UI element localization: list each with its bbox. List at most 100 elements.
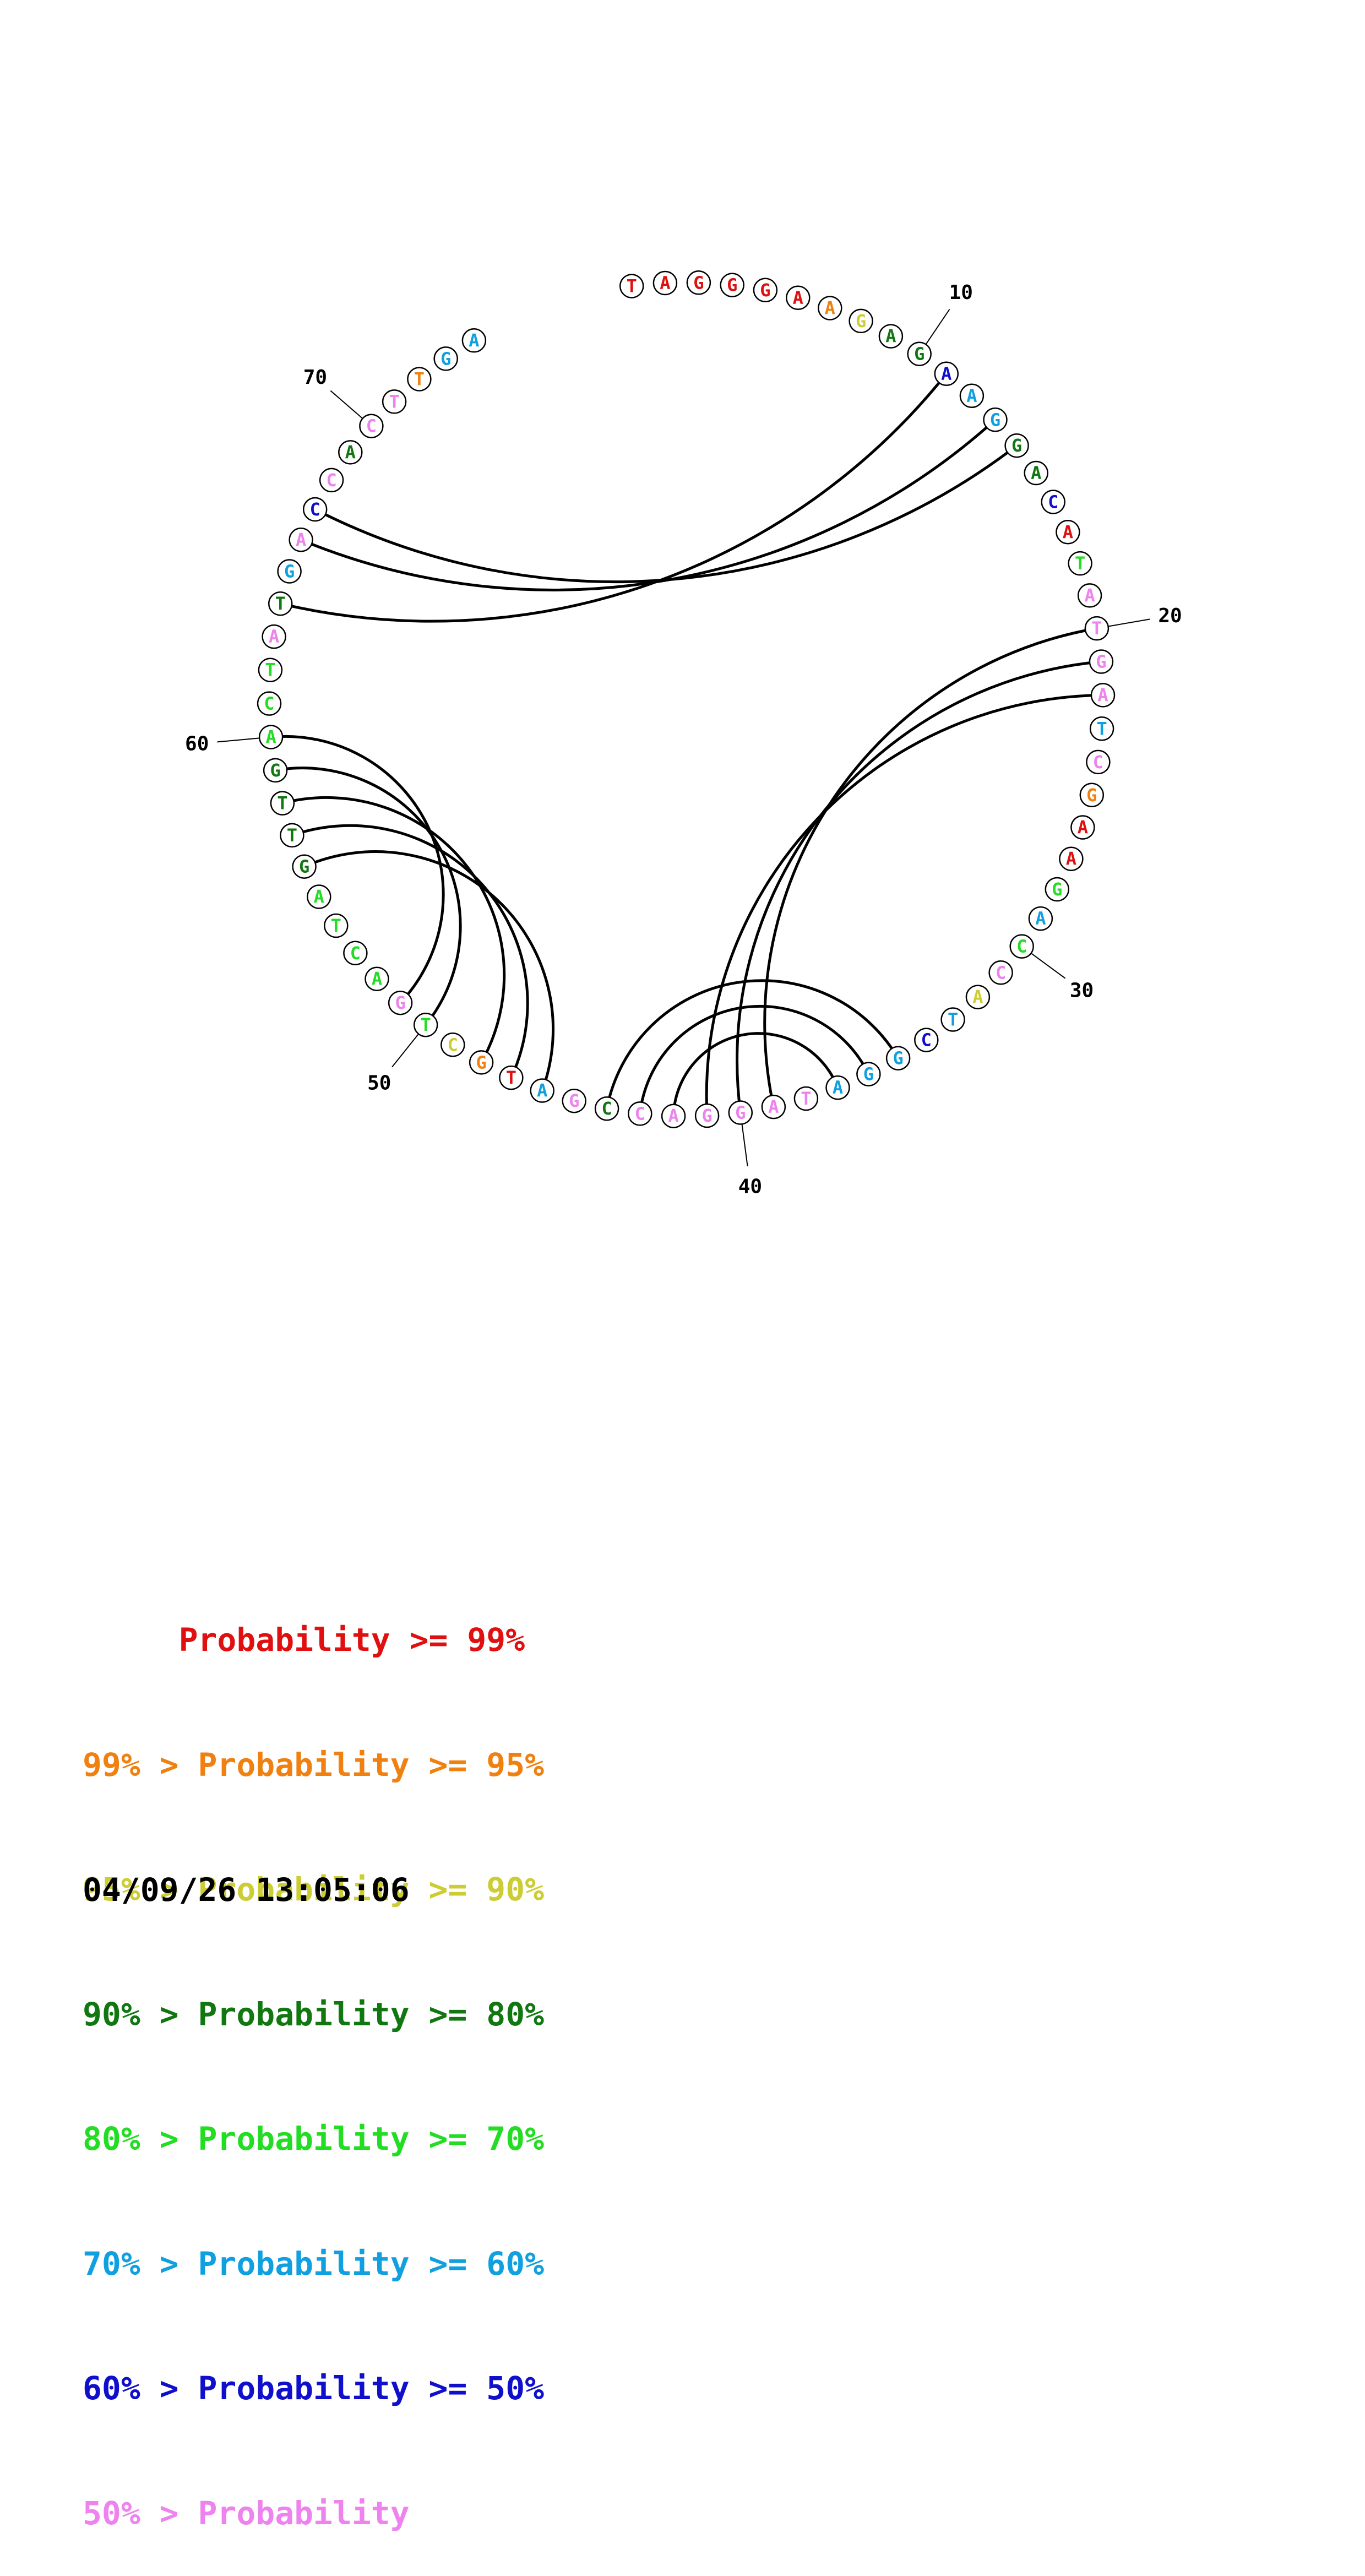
nucleotide-letter: T	[389, 391, 399, 412]
nucleotide-circle	[878, 324, 904, 349]
tick-line	[217, 737, 260, 743]
nucleotide-letter: T	[948, 1009, 958, 1030]
nucleotide-circle	[258, 657, 283, 682]
nucleotide-letter: A	[1035, 908, 1046, 929]
base-pair-arc	[638, 1004, 870, 1114]
nucleotide-letter: T	[506, 1067, 516, 1088]
nucleotide-circle	[686, 270, 711, 295]
nucleotide-letter: A	[269, 626, 279, 647]
nucleotide: A	[786, 285, 811, 311]
nucleotide-circle	[628, 1101, 652, 1126]
nucleotide-letter: A	[1084, 585, 1095, 606]
nucleotide-circle	[257, 691, 282, 716]
nucleotide: G	[885, 1046, 911, 1070]
nucleotide-letter: A	[885, 326, 896, 347]
nucleotide-circle	[1045, 877, 1070, 902]
nucleotide-circle	[1089, 716, 1114, 741]
tick-label: 20	[1158, 605, 1182, 627]
nucleotide-letter: A	[768, 1096, 779, 1117]
nucleotide-letter: G	[284, 561, 295, 582]
tick-label: 50	[367, 1072, 391, 1095]
nucleotide: T	[324, 913, 349, 938]
nucleotide: C	[257, 691, 282, 716]
nucleotide: G	[983, 407, 1008, 432]
tick-line	[1031, 953, 1066, 979]
base-pair-arc	[270, 735, 445, 1004]
nucleotide-ring: T A G G G A AGAGAAGGACATATGATCGAAGACCATCGGATAG…	[257, 270, 1116, 1128]
nucleotide-letter: A	[1078, 817, 1088, 838]
nucleotide-circle	[965, 985, 991, 1009]
nucleotide-letter: C	[350, 943, 361, 964]
nucleotide-letter: A	[668, 1106, 678, 1127]
tick-label: 40	[738, 1175, 762, 1198]
nucleotide-circle	[1004, 433, 1029, 458]
base-pair-arc	[282, 796, 506, 1063]
nucleotide: G	[1079, 782, 1105, 808]
nucleotide-letter: C	[310, 499, 320, 520]
nucleotide-circle	[413, 1012, 438, 1037]
nucleotide-circle	[988, 960, 1013, 985]
nucleotide: A	[258, 725, 284, 749]
nucleotide: T	[407, 367, 432, 392]
nucleotide: T	[793, 1086, 819, 1111]
nucleotide: T	[280, 823, 304, 848]
nucleotide-circle	[319, 468, 344, 493]
nucleotide-circle	[359, 414, 384, 438]
nucleotide-letter: A	[941, 363, 951, 384]
nucleotide: A	[1059, 846, 1084, 871]
nucleotide-letter: A	[972, 987, 983, 1008]
nucleotide-circle	[753, 278, 778, 303]
nucleotide-letter: C	[996, 962, 1006, 983]
nucleotide-letter: T	[265, 660, 275, 681]
nucleotide-letter: G	[701, 1105, 712, 1126]
nucleotide: A	[825, 1075, 850, 1100]
nucleotide-circle	[934, 361, 959, 387]
nucleotide-letter: G	[270, 760, 280, 781]
probability-legend: Probability >= 99% 99% > Probability >= …	[83, 1536, 544, 2576]
nucleotide-letter: G	[1011, 435, 1022, 456]
nucleotide-letter: G	[1086, 785, 1097, 806]
nucleotide-letter: T	[421, 1014, 431, 1035]
nucleotide-letter: A	[1063, 521, 1073, 542]
tick-label: 10	[949, 281, 973, 304]
nucleotide: A	[307, 884, 331, 909]
tick-line	[391, 1033, 419, 1068]
base-pair-arc	[275, 767, 462, 1026]
nucleotide-letter: A	[1031, 463, 1041, 483]
nucleotide-letter: G	[395, 992, 405, 1013]
nucleotide-circle	[825, 1075, 850, 1100]
nucleotide: G	[907, 341, 932, 366]
nucleotide: T	[382, 389, 407, 414]
nucleotide-circle	[277, 559, 302, 584]
nucleotide-letter: T	[1091, 618, 1102, 639]
nucleotide: A	[1070, 815, 1095, 840]
nucleotide-circle	[818, 296, 842, 320]
timestamp: 04/09/26 13:05:06	[83, 1871, 410, 1909]
nucleotide: G	[849, 308, 873, 334]
nucleotide-letter: A	[1066, 849, 1076, 869]
nucleotide-letter: G	[914, 344, 924, 365]
nucleotide-circle	[1084, 616, 1110, 641]
nucleotide-letter: T	[414, 369, 425, 390]
nucleotide-letter: A	[296, 529, 306, 550]
nucleotide: G	[263, 758, 288, 783]
nucleotide: C	[914, 1028, 939, 1052]
nucleotide-letter: G	[299, 856, 309, 877]
nucleotide-circle	[1028, 906, 1053, 931]
nucleotide: G	[720, 273, 744, 297]
nucleotide-circle	[258, 725, 284, 749]
nucleotide: G	[388, 990, 413, 1015]
nucleotide: T	[270, 791, 295, 816]
nucleotide: C	[594, 1096, 619, 1121]
nucleotide: C	[441, 1032, 465, 1057]
nucleotide-circle	[407, 367, 432, 392]
nucleotide: G	[694, 1103, 720, 1128]
nucleotide-circle	[562, 1088, 586, 1113]
nucleotide-circle	[338, 440, 363, 465]
nucleotide-circle	[619, 274, 644, 298]
nucleotide: A	[1056, 520, 1080, 545]
legend-line-2: 99% > Probability >= 95%	[83, 1746, 545, 1784]
nucleotide: A	[461, 328, 487, 353]
nucleotide-circle	[761, 1094, 786, 1119]
